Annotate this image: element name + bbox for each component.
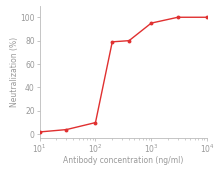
X-axis label: Antibody concentration (ng/ml): Antibody concentration (ng/ml) bbox=[63, 156, 183, 166]
Y-axis label: Neutralization (%): Neutralization (%) bbox=[10, 37, 19, 107]
